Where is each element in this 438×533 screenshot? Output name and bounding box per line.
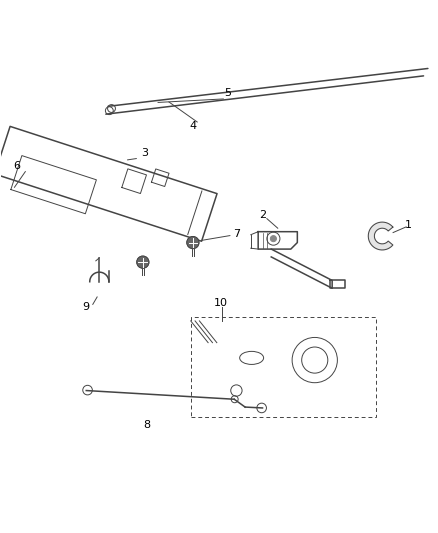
Circle shape bbox=[187, 237, 199, 249]
Text: 6: 6 bbox=[13, 161, 20, 172]
Polygon shape bbox=[368, 222, 393, 250]
Text: 2: 2 bbox=[259, 210, 266, 220]
Text: 4: 4 bbox=[189, 122, 197, 131]
Text: 9: 9 bbox=[83, 302, 90, 312]
Text: 5: 5 bbox=[224, 88, 231, 98]
Text: 1: 1 bbox=[405, 220, 412, 230]
Bar bbox=[191, 317, 376, 417]
Text: 3: 3 bbox=[141, 148, 148, 158]
Circle shape bbox=[137, 256, 149, 268]
Text: 10: 10 bbox=[214, 298, 228, 309]
Text: 8: 8 bbox=[144, 421, 151, 430]
Circle shape bbox=[270, 236, 276, 241]
Text: 7: 7 bbox=[233, 229, 240, 239]
